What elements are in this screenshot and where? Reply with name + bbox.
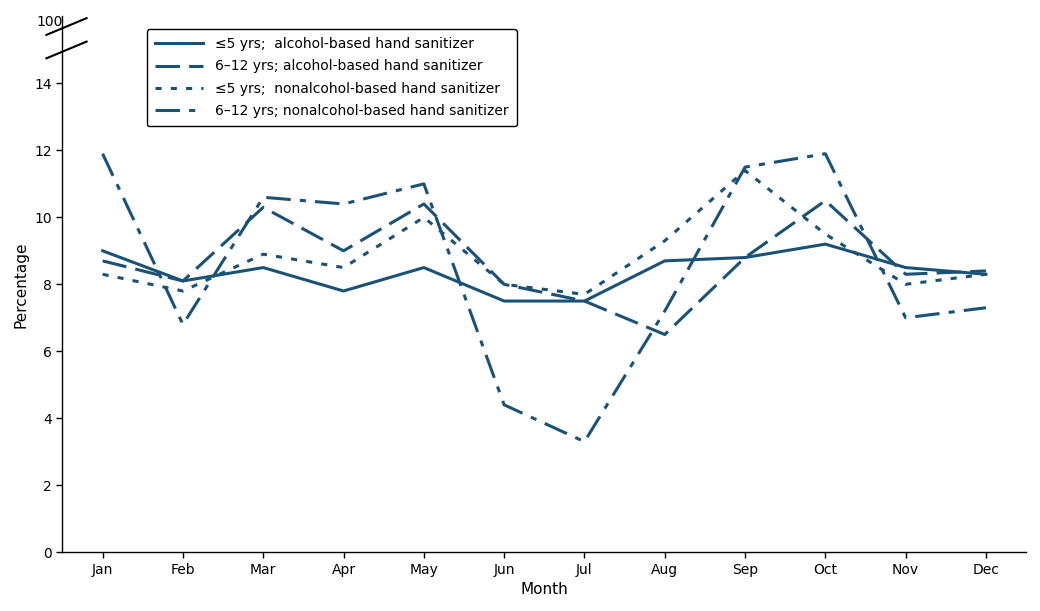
- Text: 100: 100: [36, 15, 62, 29]
- X-axis label: Month: Month: [520, 582, 568, 597]
- Legend: ≤5 yrs;  alcohol-based hand sanitizer, 6–12 yrs; alcohol-based hand sanitizer, ≤: ≤5 yrs; alcohol-based hand sanitizer, 6–…: [147, 29, 517, 126]
- Y-axis label: Percentage: Percentage: [14, 241, 29, 327]
